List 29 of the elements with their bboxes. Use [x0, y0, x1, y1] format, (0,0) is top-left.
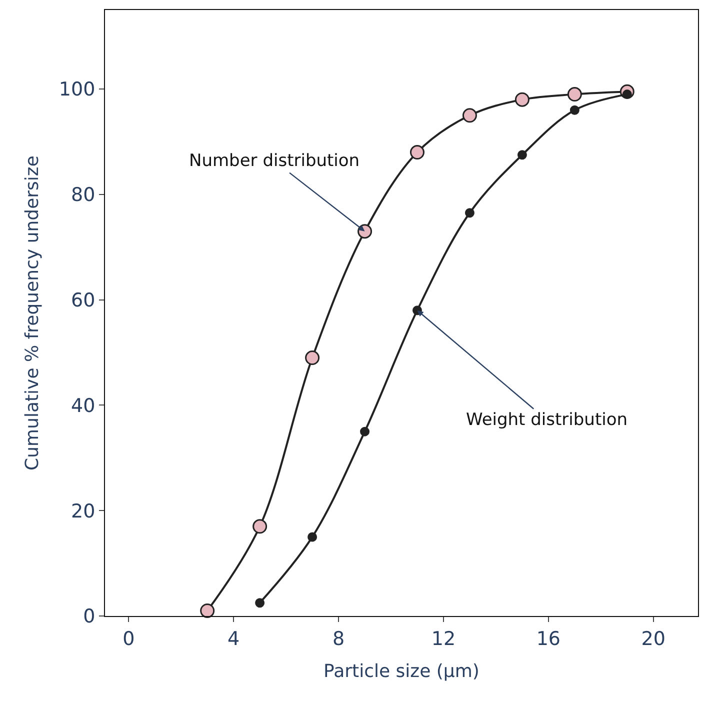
point — [308, 532, 318, 542]
point — [252, 519, 268, 534]
point — [567, 87, 582, 102]
y-axis-title: Cumulative % frequency undersize — [22, 156, 44, 470]
point — [464, 208, 474, 218]
y-tick-label: 40 — [71, 394, 96, 417]
y-tick-label: 100 — [58, 78, 96, 101]
x-tick-label: 4 — [228, 628, 240, 650]
point — [514, 92, 530, 107]
point — [570, 105, 580, 115]
point — [462, 108, 477, 123]
x-tick-label: 20 — [641, 628, 666, 650]
point — [305, 350, 320, 366]
x-tick-label: 12 — [431, 628, 456, 650]
x-axis-title: Particle size (µm) — [324, 660, 480, 682]
y-tick-label: 0 — [83, 606, 96, 628]
point — [410, 145, 424, 160]
y-tick-label: 20 — [71, 500, 96, 522]
annotation: Number distribution — [189, 151, 360, 171]
x-tick-label: 16 — [536, 628, 561, 650]
y-tick-label: 80 — [71, 184, 96, 206]
point — [255, 598, 265, 608]
point — [200, 603, 215, 618]
annotation: Weight distribution — [466, 410, 628, 430]
x-tick-label: 0 — [122, 628, 135, 650]
x-tick-label: 8 — [332, 628, 345, 650]
y-tick-label: 60 — [71, 289, 96, 312]
point — [517, 150, 527, 160]
point — [360, 426, 370, 436]
